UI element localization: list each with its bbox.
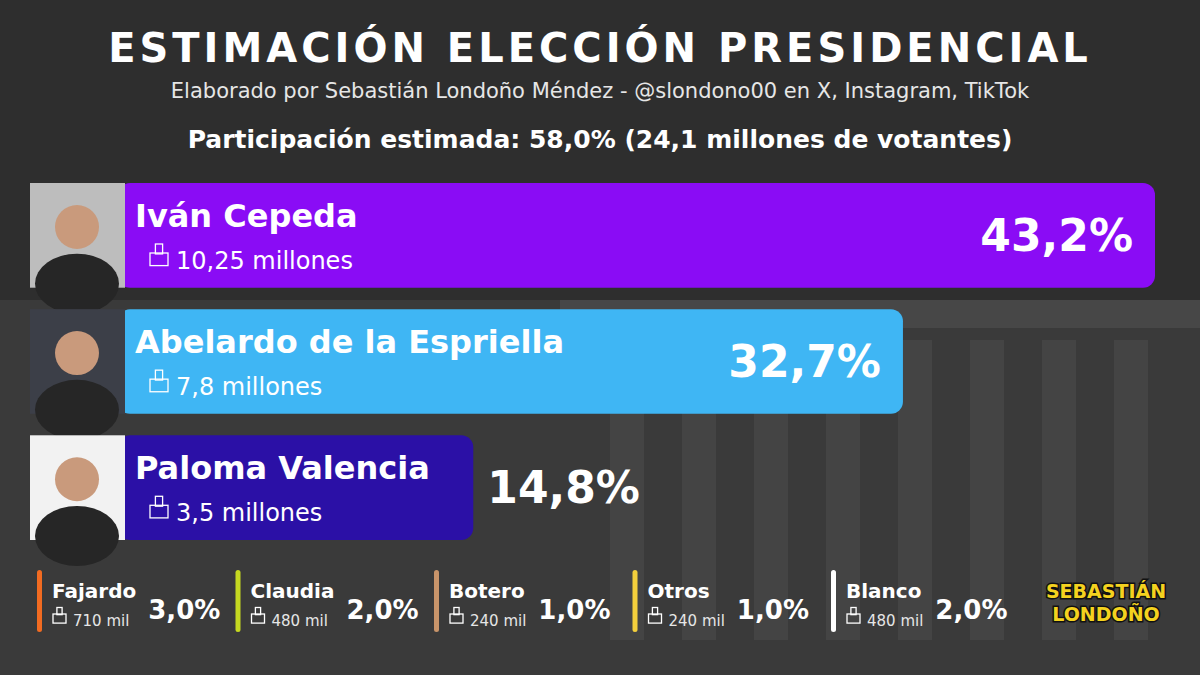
photo-head: [55, 331, 99, 375]
ballot-box: [150, 253, 168, 266]
ballot-box: [847, 614, 860, 623]
minor-value-label: 2,0%: [935, 595, 1007, 625]
logo: SEBASTIÁNLONDOÑO: [1046, 580, 1166, 625]
ballot-icon: [150, 370, 168, 392]
minor-candidates: Fajardo 710 mil 3,0% Claudia 480 mil 2,0% Bote…: [37, 570, 1007, 632]
vote-count: 3,5 millones: [176, 499, 322, 527]
ballot-icon: [649, 608, 662, 624]
value-label: 14,8%: [487, 462, 640, 513]
ballot-box: [450, 614, 463, 623]
photo-shoulders: [35, 506, 119, 566]
candidate-photo: [30, 183, 125, 314]
minor-name: Fajardo: [52, 579, 136, 603]
photo-shoulders: [35, 380, 119, 440]
candidate-name: Abelardo de la Espriella: [135, 323, 564, 361]
minor-votes: 480 mil: [867, 612, 923, 630]
photos: [30, 183, 125, 566]
color-stripe: [37, 570, 42, 632]
building-base: [0, 300, 1200, 675]
ballot-icon: [150, 244, 168, 266]
photo-shoulders: [35, 254, 119, 314]
minor-votes: 240 mil: [669, 612, 725, 630]
participation-note: Participación estimada: 58,0% (24,1 mill…: [188, 125, 1013, 154]
minor-value-label: 1,0%: [737, 595, 809, 625]
candidate-name: Iván Cepeda: [135, 197, 358, 235]
color-stripe: [236, 570, 241, 632]
background: [0, 0, 1200, 675]
bar: [118, 183, 1155, 288]
ballot-box: [150, 379, 168, 392]
minor-votes: 480 mil: [272, 612, 328, 630]
minor-value-label: 3,0%: [148, 595, 220, 625]
value-label: 32,7%: [728, 336, 881, 387]
chart-root: ESTIMACIÓN ELECCIÓN PRESIDENCIAL Elaborad…: [0, 0, 1200, 675]
ballot-icon: [847, 608, 860, 624]
subtitle: Elaborado por Sebastián Londoño Méndez -…: [171, 79, 1030, 103]
title: ESTIMACIÓN ELECCIÓN PRESIDENCIAL: [108, 24, 1092, 71]
minor-value-label: 1,0%: [538, 595, 610, 625]
color-stripe: [434, 570, 439, 632]
ballot-box: [53, 614, 66, 623]
candidate-name: Paloma Valencia: [135, 449, 430, 487]
ballot-box: [649, 614, 662, 623]
logo-line: SEBASTIÁN: [1046, 580, 1166, 602]
ballot-icon: [150, 496, 168, 518]
color-stripe: [831, 570, 836, 632]
minor-item: Claudia 480 mil 2,0%: [236, 570, 419, 632]
ballot-box: [150, 505, 168, 518]
background-fill: [0, 0, 1200, 675]
minor-item: Botero 240 mil 1,0%: [434, 570, 610, 632]
minor-votes: 240 mil: [470, 612, 526, 630]
logo-line: LONDOÑO: [1052, 602, 1159, 625]
ballot-icon: [450, 608, 463, 624]
minor-value-label: 2,0%: [346, 595, 418, 625]
ballot-icon: [53, 608, 66, 624]
vote-count: 10,25 millones: [176, 247, 353, 275]
minor-item: Blanco 480 mil 2,0%: [831, 570, 1007, 632]
value-label: 43,2%: [980, 210, 1133, 261]
minor-item: Otros 240 mil 1,0%: [633, 570, 809, 632]
minor-name: Blanco: [846, 579, 921, 603]
minor-votes: 710 mil: [73, 612, 129, 630]
bar-texts: Iván Cepeda 10,25 millones 43,2% Abelardo d…: [135, 197, 1133, 527]
minor-name: Botero: [449, 579, 525, 603]
bars: [118, 183, 1155, 540]
ballot-box: [252, 614, 265, 623]
vote-count: 7,8 millones: [176, 373, 322, 401]
minor-name: Otros: [648, 579, 710, 603]
minor-name: Claudia: [251, 579, 335, 603]
candidate-photo: [30, 435, 125, 566]
ballot-icon: [252, 608, 265, 624]
candidate-photo: [30, 309, 125, 440]
bar: [118, 435, 473, 540]
color-stripe: [633, 570, 638, 632]
photo-head: [55, 457, 99, 501]
minor-item: Fajardo 710 mil 3,0%: [37, 570, 220, 632]
bar: [118, 309, 903, 414]
photo-head: [55, 205, 99, 249]
